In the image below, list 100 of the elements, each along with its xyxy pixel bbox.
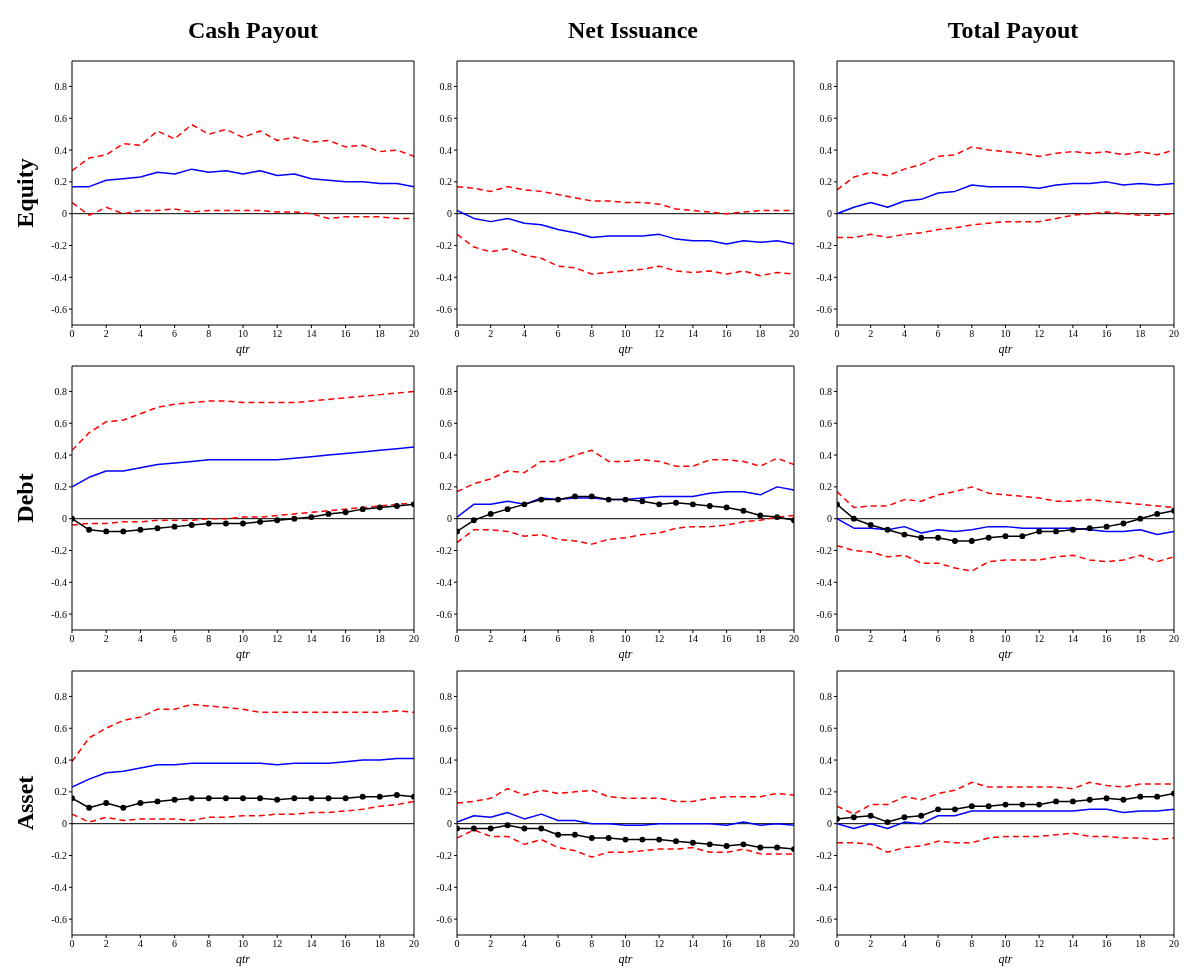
y-tick-label: -0.6 [51, 608, 67, 620]
y-tick-label: 0.4 [819, 144, 832, 156]
x-tick-label: 2 [103, 633, 109, 645]
x-tick-label: 14 [687, 633, 698, 645]
x-tick-label: 14 [687, 938, 698, 950]
x-tick-label: 8 [969, 633, 975, 645]
x-tick-label: 6 [555, 328, 561, 340]
y-tick-label: -0.4 [816, 271, 832, 283]
y-tick-label: 0.6 [54, 417, 67, 429]
y-tick-label: 0.2 [54, 176, 67, 188]
x-tick-label: 16 [1101, 633, 1112, 645]
x-tick-label: 20 [409, 633, 419, 645]
x-axis-title: qtr [618, 952, 633, 966]
x-tick-label: 18 [374, 938, 385, 950]
x-tick-label: 6 [935, 633, 941, 645]
x-tick-label: 20 [1169, 633, 1179, 645]
x-tick-label: 16 [721, 633, 732, 645]
y-tick-label: -0.4 [51, 271, 67, 283]
x-axis-title: qtr [618, 342, 633, 356]
y-tick-label: -0.6 [816, 913, 832, 925]
y-tick-label: 0 [827, 208, 832, 220]
y-tick-label: 0 [447, 208, 452, 220]
y-tick-label: 0.4 [819, 754, 832, 766]
y-tick-label: 0.8 [439, 386, 452, 397]
x-tick-label: 8 [589, 938, 595, 950]
y-tick-label: -0.6 [436, 608, 452, 620]
y-tick-label: -0.4 [51, 576, 67, 588]
x-tick-label: 12 [272, 328, 283, 340]
x-tick-label: 6 [172, 328, 178, 340]
y-tick-label: 0.4 [819, 449, 832, 461]
x-tick-label: 2 [868, 938, 874, 950]
x-tick-label: 2 [488, 938, 494, 950]
x-axis-title: qtr [618, 647, 633, 661]
x-tick-label: 16 [1101, 938, 1112, 950]
y-tick-label: 0.8 [54, 81, 67, 92]
x-tick-label: 4 [901, 328, 907, 340]
x-tick-label: 16 [340, 938, 351, 950]
x-tick-label: 4 [901, 938, 907, 950]
x-tick-label: 10 [1000, 938, 1011, 950]
x-tick-label: 10 [620, 328, 631, 340]
x-tick-label: 4 [521, 328, 527, 340]
x-tick-label: 2 [488, 328, 494, 340]
y-axis-title: Asset [11, 775, 38, 831]
x-tick-label: 10 [620, 938, 631, 950]
y-tick-label: 0.2 [54, 481, 67, 493]
y-tick-label: -0.2 [816, 850, 832, 862]
x-tick-label: 8 [969, 938, 975, 950]
y-tick-label: 0.6 [439, 417, 452, 429]
x-tick-label: 20 [789, 633, 799, 645]
y-tick-label: 0.4 [439, 754, 452, 766]
x-tick-label: 2 [103, 938, 109, 950]
y-tick-label: -0.2 [816, 545, 832, 557]
x-tick-label: 10 [238, 328, 248, 340]
x-tick-label: 14 [1067, 633, 1078, 645]
x-tick-label: 10 [238, 633, 248, 645]
y-tick-label: 0.6 [54, 112, 67, 124]
y-tick-label: 0.2 [819, 481, 832, 493]
y-tick-label: 0.2 [819, 176, 832, 188]
y-tick-label: -0.4 [816, 881, 832, 893]
y-tick-label: 0.4 [54, 754, 67, 766]
y-tick-label: 0.8 [439, 691, 452, 702]
y-tick-label: 0.6 [819, 722, 832, 734]
y-tick-label: 0 [827, 513, 832, 525]
x-tick-label: 6 [935, 938, 941, 950]
x-tick-label: 20 [789, 938, 799, 950]
x-tick-label: 4 [521, 633, 527, 645]
chart-title: Total Payout [946, 16, 1080, 45]
x-tick-label: 12 [654, 328, 665, 340]
x-tick-label: 4 [521, 938, 527, 950]
x-tick-label: 10 [1000, 328, 1011, 340]
y-tick-label: -0.6 [51, 913, 67, 925]
x-tick-label: 16 [721, 938, 732, 950]
y-tick-label: 0.8 [54, 691, 67, 702]
y-tick-label: 0.2 [439, 481, 452, 493]
x-tick-label: 20 [409, 328, 419, 340]
x-tick-label: 6 [172, 938, 178, 950]
y-tick-label: 0 [62, 208, 67, 220]
y-tick-label: 0.2 [439, 786, 452, 798]
x-tick-label: 20 [1169, 328, 1179, 340]
x-tick-label: 12 [654, 633, 665, 645]
x-tick-label: 14 [306, 328, 317, 340]
x-tick-label: 18 [755, 328, 766, 340]
x-tick-label: 20 [409, 938, 419, 950]
x-axis-title: qtr [235, 952, 251, 966]
y-tick-label: 0 [447, 513, 452, 525]
x-axis-title: qtr [998, 647, 1013, 661]
x-axis-title: qtr [235, 342, 251, 356]
x-tick-label: 4 [137, 633, 143, 645]
x-tick-label: 6 [555, 938, 561, 950]
x-tick-label: 18 [1135, 328, 1146, 340]
y-tick-label: -0.6 [51, 303, 67, 315]
x-tick-label: 12 [1034, 938, 1045, 950]
x-tick-label: 12 [1034, 633, 1045, 645]
x-tick-label: 16 [340, 633, 351, 645]
x-tick-label: 14 [687, 328, 698, 340]
y-tick-label: 0.8 [819, 691, 832, 702]
x-tick-label: 18 [755, 938, 766, 950]
x-tick-label: 2 [103, 328, 109, 340]
y-tick-label: 0.2 [439, 176, 452, 188]
y-tick-label: -0.2 [436, 850, 452, 862]
